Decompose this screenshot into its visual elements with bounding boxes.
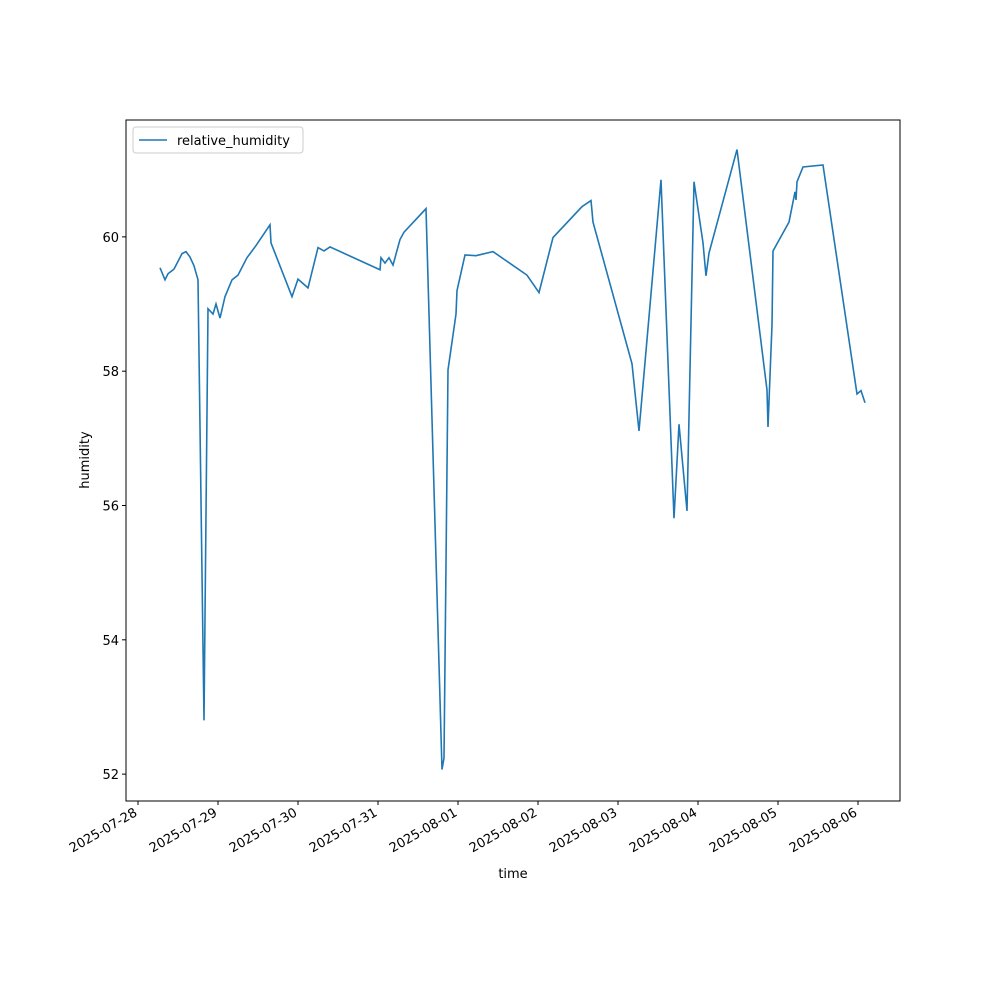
y-tick-label: 58 (102, 365, 119, 380)
x-tick-label: 2025-07-28 (67, 805, 140, 856)
y-tick-label: 54 (102, 634, 119, 649)
legend-box (132, 126, 304, 154)
x-tick-label: 2025-07-31 (307, 805, 380, 856)
x-tick-label: 2025-07-30 (227, 805, 300, 856)
x-tick-label: 2025-08-04 (627, 805, 700, 856)
plot-frame (125, 119, 901, 802)
x-tick-label: 2025-08-06 (787, 805, 860, 856)
x-tick-label: 2025-08-02 (467, 805, 540, 856)
y-axis-label: humidity (78, 431, 93, 489)
x-tick-label: 2025-07-29 (147, 805, 220, 856)
line (159, 149, 866, 770)
x-tick-label: 2025-08-03 (547, 805, 620, 856)
x-axis-label: time (498, 867, 527, 882)
legend-label: relative_humidity (177, 134, 290, 149)
y-tick-label: 52 (102, 768, 119, 783)
x-tick-label: 2025-08-01 (387, 805, 460, 856)
y-tick-label: 56 (102, 499, 119, 514)
x-tick-label: 2025-08-05 (707, 805, 780, 856)
y-tick-label: 60 (102, 231, 119, 246)
